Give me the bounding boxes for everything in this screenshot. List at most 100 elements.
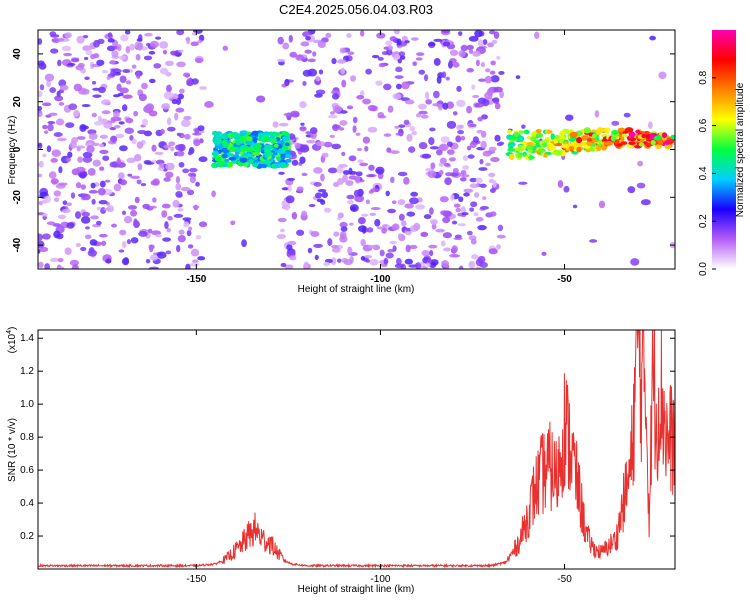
heatmap-cell (136, 179, 142, 185)
heatmap-cell (404, 99, 415, 105)
heatmap-cell (148, 205, 157, 209)
heatmap-cell (159, 162, 165, 168)
heatmap-cell (91, 112, 97, 118)
heatmap-cell (107, 38, 115, 43)
heatmap-cell (488, 146, 497, 152)
heatmap-cell (473, 212, 479, 217)
heatmap-cell (414, 262, 422, 269)
heatmap-cell (178, 229, 185, 235)
heatmap-cell (375, 80, 383, 86)
heatmap-cell (637, 160, 644, 167)
y-tick-label: 0.8 (20, 432, 34, 443)
heatmap-cell (489, 211, 497, 217)
heatmap-cell (180, 119, 191, 128)
heatmap-cell (314, 254, 319, 261)
heatmap-cell (490, 156, 500, 163)
signal-cell (527, 155, 536, 160)
heatmap-cell (84, 76, 90, 81)
heatmap-cell (287, 177, 296, 181)
signal-cell (670, 134, 675, 140)
y-tick-label: 1.4 (20, 333, 34, 344)
signal-cell (554, 134, 561, 140)
heatmap-cell (195, 57, 204, 64)
signal-cell (628, 141, 636, 145)
heatmap-cell (381, 224, 388, 228)
heatmap-cell (395, 66, 403, 73)
heatmap-cell (81, 211, 91, 217)
heatmap-cell (315, 141, 326, 147)
heatmap-cell (460, 44, 468, 52)
heatmap-cell (57, 59, 62, 67)
heatmap-cell (111, 50, 119, 58)
heatmap-cell (76, 136, 86, 140)
heatmap-cell (346, 194, 355, 200)
heatmap-cell (438, 143, 449, 152)
heatmap-cell (90, 182, 96, 189)
heatmap-cell (470, 201, 478, 208)
heatmap-cell (148, 244, 155, 250)
signal-cell (620, 136, 625, 142)
heatmap-cell (475, 216, 484, 222)
heatmap-cell (110, 116, 120, 122)
heatmap-cell (385, 40, 393, 46)
heatmap-cell (348, 170, 357, 175)
heatmap-cell (471, 254, 479, 260)
heatmap-cell (57, 266, 65, 269)
signal-cell (656, 139, 664, 145)
signal-cell (507, 148, 516, 152)
heatmap-cell (403, 119, 410, 125)
signal-cell (257, 132, 266, 138)
heatmap-cell (413, 222, 421, 231)
heatmap-cell (370, 207, 381, 211)
heatmap-cell (281, 187, 290, 191)
heatmap-cell (480, 140, 487, 149)
heatmap-cell (186, 36, 191, 45)
heatmap-cell (353, 189, 360, 197)
heatmap-cell (75, 182, 82, 189)
heatmap-cell (59, 84, 69, 91)
heatmap-cell (47, 121, 56, 125)
heatmap-cell (192, 205, 200, 209)
heatmap-cell (462, 155, 469, 161)
heatmap-cell (165, 171, 174, 178)
heatmap-cell (496, 55, 501, 60)
signal-cell (561, 143, 570, 149)
heatmap-cell (427, 170, 437, 179)
heatmap-cell (67, 62, 76, 66)
heatmap-cell (342, 170, 350, 176)
y-tick-label: 0 (12, 146, 23, 152)
heatmap-cell (471, 84, 476, 90)
heatmap-cell (329, 134, 335, 139)
signal-cell (596, 127, 604, 134)
heatmap-cell (356, 95, 365, 100)
signal-cell (246, 136, 253, 142)
heatmap-cell (327, 167, 338, 174)
signal-cell (211, 150, 220, 157)
heatmap-cell (166, 227, 171, 233)
heatmap-cell (469, 177, 478, 183)
heatmap-cell (444, 177, 452, 186)
heatmap-cell (406, 211, 416, 217)
signal-cell (641, 133, 647, 139)
heatmap-cell (475, 266, 482, 269)
heatmap-cell (386, 147, 392, 153)
heatmap-cell (321, 191, 329, 198)
heatmap-cell (429, 127, 436, 132)
signal-cell (269, 135, 275, 139)
heatmap-cell (162, 49, 168, 55)
signal-cell (279, 162, 287, 166)
heatmap-cell (623, 112, 631, 118)
signal-cell (284, 158, 292, 163)
heatmap-cell (494, 102, 501, 110)
heatmap-cell (423, 214, 432, 220)
heatmap-cell (423, 74, 429, 82)
heatmap-cell (300, 122, 305, 126)
heatmap-cell (107, 32, 113, 38)
heatmap-cell (141, 118, 149, 126)
heatmap-cell (125, 45, 131, 54)
heatmap-cell (155, 36, 162, 40)
signal-cell (214, 136, 222, 141)
heatmap-cell (165, 60, 174, 66)
heatmap-cell (430, 220, 438, 225)
heatmap-cell (176, 61, 186, 68)
